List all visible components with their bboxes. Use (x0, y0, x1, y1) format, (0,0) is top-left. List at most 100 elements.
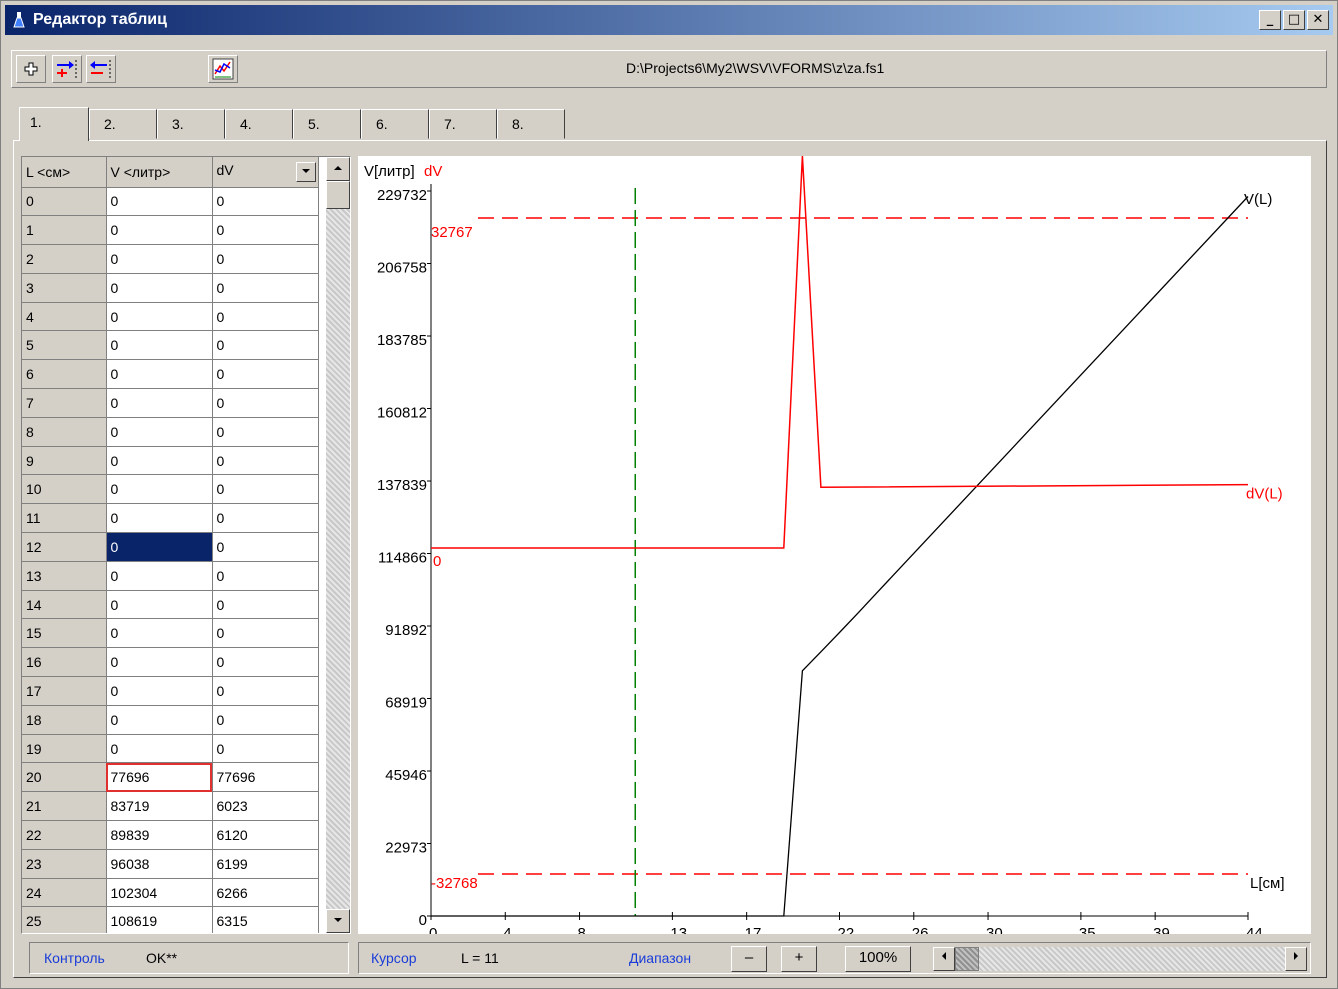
column-header-v[interactable]: V <литр> (106, 157, 213, 188)
row-header-cell[interactable]: 10 (22, 474, 107, 505)
delta-cell[interactable]: 0 (212, 474, 319, 505)
row-header-cell[interactable]: 24 (22, 878, 107, 908)
row-header-cell[interactable]: 5 (22, 330, 107, 361)
tab-4[interactable]: 4. (225, 109, 293, 139)
row-header-cell[interactable]: 15 (22, 618, 107, 649)
row-header-cell[interactable]: 14 (22, 590, 107, 620)
volume-chart[interactable]: 0 22973 45946 68919 91892 114866 137839 160812 1… (358, 155, 1311, 942)
row-header-cell[interactable]: 22 (22, 820, 107, 850)
row-header-cell[interactable]: 0 (22, 187, 107, 217)
column-header-dv[interactable]: dV (212, 157, 319, 188)
volume-cell[interactable]: 0 (106, 446, 213, 476)
maximize-button[interactable]: □ (1283, 10, 1305, 30)
table-row[interactable]: 24 102304 6266 (22, 878, 319, 908)
row-header-cell[interactable]: 11 (22, 503, 107, 534)
row-header-cell[interactable]: 8 (22, 417, 107, 447)
table-row[interactable]: 12 0 0 (22, 532, 319, 562)
delta-cell[interactable]: 0 (212, 388, 319, 418)
zoom-out-button[interactable]: – (731, 946, 767, 972)
volume-cell[interactable]: 0 (106, 215, 213, 246)
volume-cell[interactable]: 0 (106, 474, 213, 505)
row-header-cell[interactable]: 12 (22, 532, 107, 562)
delta-cell[interactable]: 0 (212, 302, 319, 332)
volume-cell[interactable]: 102304 (106, 878, 213, 908)
row-header-cell[interactable]: 19 (22, 734, 107, 764)
row-header-cell[interactable]: 2 (22, 244, 107, 274)
volume-cell[interactable]: 0 (106, 734, 213, 764)
minimize-button[interactable]: _ (1259, 10, 1281, 30)
delta-cell[interactable]: 0 (212, 273, 319, 303)
add-button[interactable] (16, 55, 46, 83)
tab-2[interactable]: 2. (89, 109, 157, 139)
volume-cell[interactable]: 0 (106, 676, 213, 706)
tab-7[interactable]: 7. (429, 109, 497, 139)
row-header-cell[interactable]: 6 (22, 359, 107, 390)
row-header-cell[interactable]: 16 (22, 647, 107, 678)
delta-cell[interactable]: 0 (212, 446, 319, 476)
chart-area[interactable]: 0 22973 45946 68919 91892 114866 137839 160812 1… (358, 155, 1311, 942)
row-header-cell[interactable]: 1 (22, 215, 107, 246)
volume-cell[interactable]: 0 (106, 359, 213, 390)
table-row[interactable]: 19 0 0 (22, 734, 319, 764)
delta-cell[interactable]: 6199 (212, 849, 319, 879)
row-header-cell[interactable]: 4 (22, 302, 107, 332)
table-row[interactable]: 16 0 0 (22, 647, 319, 678)
row-header-cell[interactable]: 17 (22, 676, 107, 706)
volume-cell[interactable]: 83719 (106, 791, 213, 822)
volume-cell[interactable]: 0 (106, 388, 213, 418)
delta-cell[interactable]: 77696 (212, 762, 319, 793)
table-row[interactable]: 25 108619 6315 (22, 906, 319, 933)
insert-row-button[interactable] (52, 55, 82, 83)
zoom-in-button[interactable]: + (781, 946, 817, 972)
volume-cell[interactable]: 96038 (106, 849, 213, 879)
volume-cell[interactable]: 0 (106, 532, 213, 562)
row-header-cell[interactable]: 25 (22, 906, 107, 933)
row-header-cell[interactable]: 21 (22, 791, 107, 822)
volume-cell[interactable]: 0 (106, 330, 213, 361)
tab-6[interactable]: 6. (361, 109, 429, 139)
tab-8[interactable]: 8. (497, 109, 565, 139)
delta-cell[interactable]: 0 (212, 590, 319, 620)
tab-3[interactable]: 3. (157, 109, 225, 139)
table-row[interactable]: 17 0 0 (22, 676, 319, 706)
scroll-left-button[interactable] (933, 947, 955, 971)
row-header-cell[interactable]: 23 (22, 849, 107, 879)
volume-cell[interactable]: 0 (106, 503, 213, 534)
delta-cell[interactable]: 6266 (212, 878, 319, 908)
volume-cell[interactable]: 0 (106, 590, 213, 620)
volume-cell[interactable]: 0 (106, 647, 213, 678)
table-row[interactable]: 20 77696 77696 (22, 762, 319, 793)
volume-cell[interactable]: 0 (106, 273, 213, 303)
delta-cell[interactable]: 6315 (212, 906, 319, 933)
control-link[interactable]: Контроль (44, 950, 105, 966)
delta-cell[interactable]: 0 (212, 705, 319, 735)
table-row[interactable]: 21 83719 6023 (22, 791, 319, 822)
delta-cell[interactable]: 0 (212, 330, 319, 361)
delta-cell[interactable]: 0 (212, 647, 319, 678)
table-row[interactable]: 10 0 0 (22, 474, 319, 505)
scroll-down-button[interactable] (326, 909, 350, 933)
volume-cell[interactable]: 0 (106, 417, 213, 447)
cursor-link[interactable]: Курсор (371, 950, 417, 966)
title-bar[interactable]: Редактор таблиц _ □ ✕ (5, 5, 1333, 35)
delete-row-button[interactable] (86, 55, 116, 83)
row-header-cell[interactable]: 7 (22, 388, 107, 418)
delta-cell[interactable]: 6023 (212, 791, 319, 822)
delta-cell[interactable]: 0 (212, 215, 319, 246)
table-row[interactable]: 18 0 0 (22, 705, 319, 735)
delta-cell[interactable]: 0 (212, 503, 319, 534)
scroll-up-button[interactable] (326, 157, 350, 181)
delta-cell[interactable]: 0 (212, 734, 319, 764)
scroll-right-button[interactable] (1285, 947, 1307, 971)
delta-cell[interactable]: 6120 (212, 820, 319, 850)
delta-cell[interactable]: 0 (212, 532, 319, 562)
